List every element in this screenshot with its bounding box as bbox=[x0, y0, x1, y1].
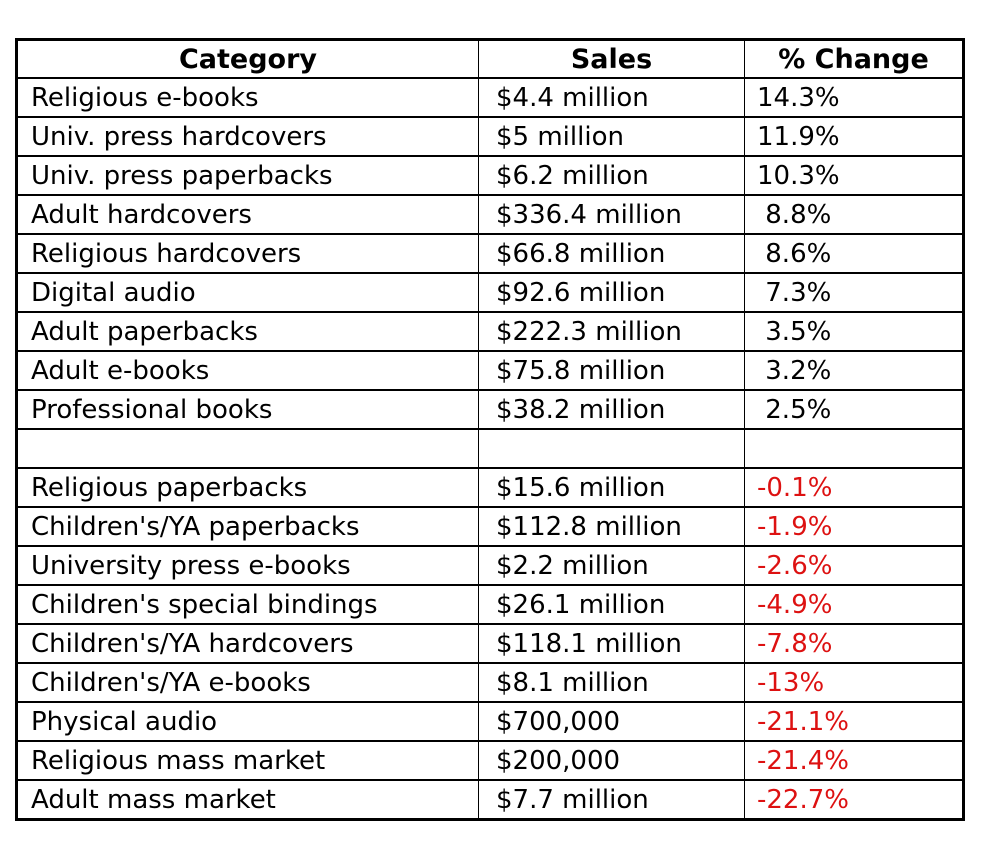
sales-table-container: Category Sales % Change Religious e-book… bbox=[15, 38, 965, 821]
sales-cell: $112.8 million bbox=[478, 506, 745, 547]
pct-change-cell: 8.6% bbox=[744, 233, 964, 274]
pct-change-cell: -7.8% bbox=[744, 623, 964, 664]
header-row: Category Sales % Change bbox=[16, 38, 964, 79]
pct-change-cell: -0.1% bbox=[744, 467, 964, 508]
col-header-pct-change: % Change bbox=[744, 38, 964, 79]
pct-change-cell: 2.5% bbox=[744, 389, 964, 430]
pct-change-cell: 11.9% bbox=[744, 116, 964, 157]
table-row: Univ. press paperbacks $6.2 million 10.3% bbox=[16, 155, 964, 196]
sales-cell: $118.1 million bbox=[478, 623, 745, 664]
sales-cell: $700,000 bbox=[478, 701, 745, 742]
table-row: Religious e-books $4.4 million 14.3% bbox=[16, 77, 964, 118]
sales-cell: $4.4 million bbox=[478, 77, 745, 118]
pct-change-cell: 10.3% bbox=[744, 155, 964, 196]
category-cell bbox=[16, 428, 479, 469]
category-cell: Univ. press hardcovers bbox=[16, 116, 479, 157]
pct-change-cell: -22.7% bbox=[744, 779, 964, 821]
table-row: Religious paperbacks $15.6 million -0.1% bbox=[16, 467, 964, 508]
sales-cell: $200,000 bbox=[478, 740, 745, 781]
category-cell: Digital audio bbox=[16, 272, 479, 313]
category-cell: Religious hardcovers bbox=[16, 233, 479, 274]
category-cell: Adult mass market bbox=[16, 779, 479, 821]
pct-change-cell: -2.6% bbox=[744, 545, 964, 586]
sales-cell: $92.6 million bbox=[478, 272, 745, 313]
pct-change-cell: -13% bbox=[744, 662, 964, 703]
sales-cell: $6.2 million bbox=[478, 155, 745, 196]
table-row: Digital audio $92.6 million 7.3% bbox=[16, 272, 964, 313]
book-sales-table: Category Sales % Change Religious e-book… bbox=[15, 38, 965, 821]
category-cell: Adult paperbacks bbox=[16, 311, 479, 352]
pct-change-cell: -4.9% bbox=[744, 584, 964, 625]
table-row: Adult mass market $7.7 million -22.7% bbox=[16, 779, 964, 821]
sales-cell: $15.6 million bbox=[478, 467, 745, 508]
table-row: Adult e-books $75.8 million 3.2% bbox=[16, 350, 964, 391]
col-header-sales: Sales bbox=[478, 38, 745, 79]
sales-cell: $7.7 million bbox=[478, 779, 745, 821]
sales-cell: $222.3 million bbox=[478, 311, 745, 352]
pct-change-cell: 7.3% bbox=[744, 272, 964, 313]
category-cell: Children's special bindings bbox=[16, 584, 479, 625]
pct-change-cell: -21.1% bbox=[744, 701, 964, 742]
category-cell: Professional books bbox=[16, 389, 479, 430]
pct-change-cell: -1.9% bbox=[744, 506, 964, 547]
sales-cell: $38.2 million bbox=[478, 389, 745, 430]
spacer-row bbox=[16, 428, 964, 469]
pct-change-cell: 3.5% bbox=[744, 311, 964, 352]
sales-cell bbox=[478, 428, 745, 469]
category-cell: Religious e-books bbox=[16, 77, 479, 118]
table-row: Professional books $38.2 million 2.5% bbox=[16, 389, 964, 430]
category-cell: Univ. press paperbacks bbox=[16, 155, 479, 196]
table-row: University press e-books $2.2 million -2.6… bbox=[16, 545, 964, 586]
table-row: Children's/YA paperbacks $112.8 million -1… bbox=[16, 506, 964, 547]
table-row: Children's/YA hardcovers $118.1 million -7… bbox=[16, 623, 964, 664]
table-row: Religious mass market $200,000 -21.4% bbox=[16, 740, 964, 781]
pct-change-cell: -21.4% bbox=[744, 740, 964, 781]
category-cell: Children's/YA hardcovers bbox=[16, 623, 479, 664]
table-row: Children's special bindings $26.1 million… bbox=[16, 584, 964, 625]
sales-cell: $26.1 million bbox=[478, 584, 745, 625]
sales-cell: $66.8 million bbox=[478, 233, 745, 274]
sales-cell: $2.2 million bbox=[478, 545, 745, 586]
table-body: Religious e-books $4.4 million 14.3% Univ. … bbox=[16, 77, 964, 821]
sales-cell: $5 million bbox=[478, 116, 745, 157]
sales-cell: $75.8 million bbox=[478, 350, 745, 391]
table-row: Univ. press hardcovers $5 million 11.9% bbox=[16, 116, 964, 157]
category-cell: Adult hardcovers bbox=[16, 194, 479, 235]
table-row: Adult hardcovers $336.4 million 8.8% bbox=[16, 194, 964, 235]
pct-change-cell: 8.8% bbox=[744, 194, 964, 235]
pct-change-cell bbox=[744, 428, 964, 469]
category-cell: University press e-books bbox=[16, 545, 479, 586]
sales-cell: $336.4 million bbox=[478, 194, 745, 235]
category-cell: Physical audio bbox=[16, 701, 479, 742]
sales-cell: $8.1 million bbox=[478, 662, 745, 703]
table-row: Physical audio $700,000 -21.1% bbox=[16, 701, 964, 742]
table-row: Adult paperbacks $222.3 million 3.5% bbox=[16, 311, 964, 352]
table-row: Religious hardcovers $66.8 million 8.6% bbox=[16, 233, 964, 274]
category-cell: Religious mass market bbox=[16, 740, 479, 781]
category-cell: Children's/YA paperbacks bbox=[16, 506, 479, 547]
category-cell: Adult e-books bbox=[16, 350, 479, 391]
category-cell: Children's/YA e-books bbox=[16, 662, 479, 703]
pct-change-cell: 3.2% bbox=[744, 350, 964, 391]
col-header-category: Category bbox=[16, 38, 479, 79]
category-cell: Religious paperbacks bbox=[16, 467, 479, 508]
pct-change-cell: 14.3% bbox=[744, 77, 964, 118]
table-row: Children's/YA e-books $8.1 million -13% bbox=[16, 662, 964, 703]
